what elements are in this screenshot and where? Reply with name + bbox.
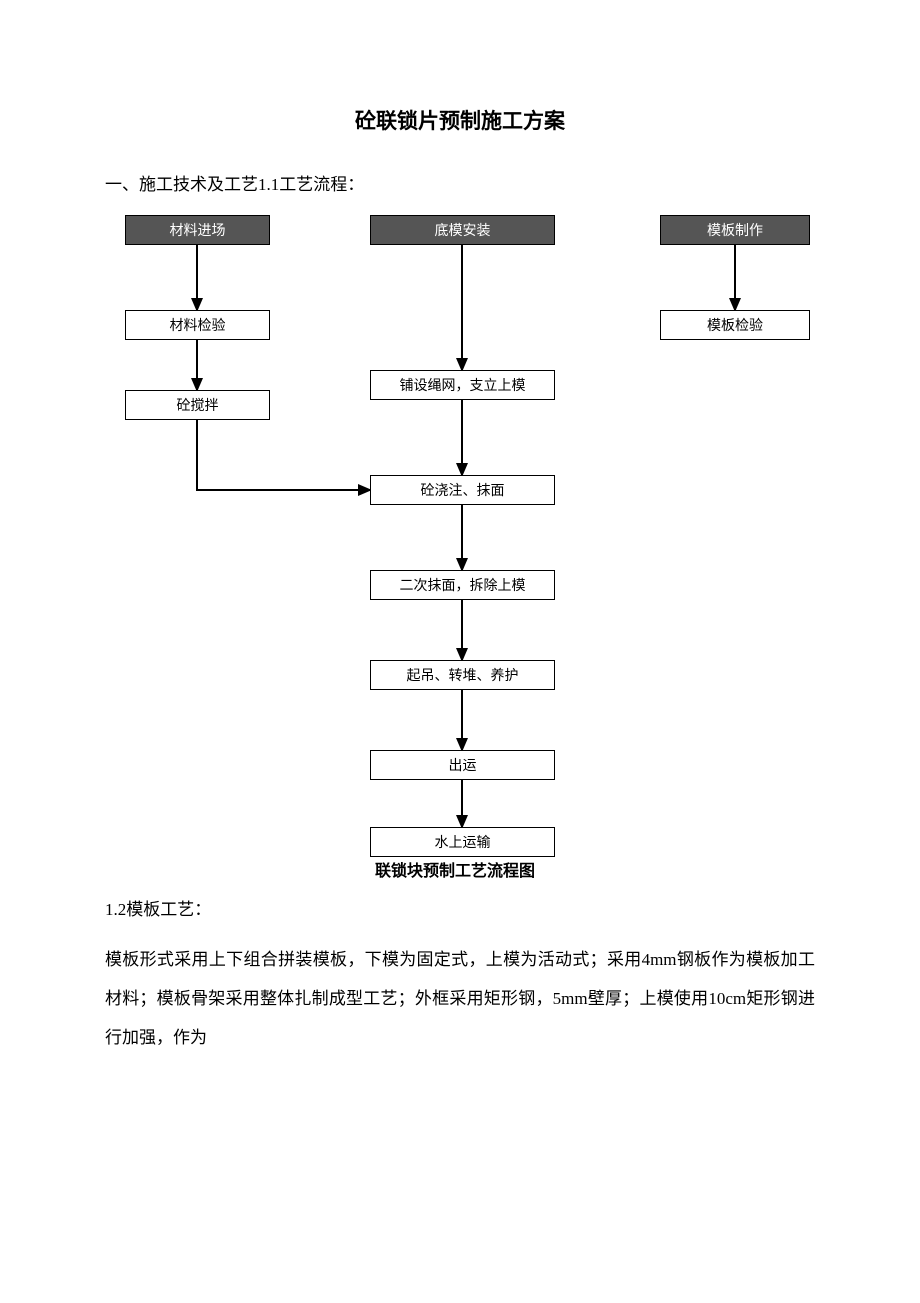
flowchart-node-n7: 砼搅拌 xyxy=(125,390,270,420)
flowchart-node-n11: 出运 xyxy=(370,750,555,780)
flowchart-node-n10: 起吊、转堆、养护 xyxy=(370,660,555,690)
process-flowchart: 材料进场 底模安装 模板制作材料检验 模板检验铺设绳网，支立上模砼搅拌砼浇注、抹面二次… xyxy=(105,215,815,875)
flowchart-node-n4: 材料检验 xyxy=(125,310,270,340)
flowchart-node-n9: 二次抹面，拆除上模 xyxy=(370,570,555,600)
flowchart-node-n12: 水上运输 xyxy=(370,827,555,857)
flowchart-node-n6: 铺设绳网，支立上模 xyxy=(370,370,555,400)
section-2-heading: 1.2模板工艺： xyxy=(105,895,815,920)
flowchart-caption: 联锁块预制工艺流程图 xyxy=(375,857,535,881)
page-title: 砼联锁片预制施工方案 xyxy=(105,105,815,135)
flowchart-node-n2: 底模安装 xyxy=(370,215,555,245)
flowchart-node-n8: 砼浇注、抹面 xyxy=(370,475,555,505)
flowchart-node-n1: 材料进场 xyxy=(125,215,270,245)
body-paragraph: 模板形式采用上下组合拼装模板，下模为固定式，上模为活动式；采用4mm钢板作为模板… xyxy=(105,940,815,1057)
section-1-heading: 一、施工技术及工艺1.1工艺流程： xyxy=(105,170,815,195)
flowchart-node-n5: 模板检验 xyxy=(660,310,810,340)
flowchart-node-n3: 模板制作 xyxy=(660,215,810,245)
